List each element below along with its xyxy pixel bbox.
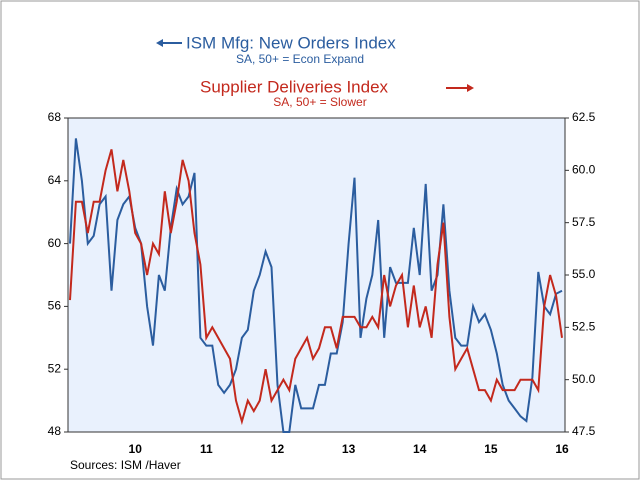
x-tick-label: 15 xyxy=(484,442,498,456)
series-line xyxy=(69,138,563,433)
plot-area xyxy=(67,117,566,433)
y2-tick-label: 55.0 xyxy=(572,267,596,281)
x-tick-label: 13 xyxy=(342,442,356,456)
x-tick-label: 14 xyxy=(413,442,427,456)
y-tick-label: 48 xyxy=(48,424,62,438)
y-tick-label: 64 xyxy=(48,173,62,187)
right-arrow-head xyxy=(467,84,474,92)
y2-tick-label: 47.5 xyxy=(572,424,596,438)
x-tick-label: 12 xyxy=(271,442,285,456)
left-arrow-head xyxy=(156,39,163,47)
y-tick-label: 68 xyxy=(48,110,62,124)
x-tick-label: 10 xyxy=(129,442,143,456)
y2-tick-label: 60.0 xyxy=(572,163,596,177)
chart-title-2: Supplier Deliveries Index xyxy=(200,77,389,96)
chart-subtitle: SA, 50+ = Econ Expand xyxy=(236,52,364,66)
y2-tick-label: 62.5 xyxy=(572,110,596,124)
y2-tick-label: 52.5 xyxy=(572,320,596,334)
x-tick-label: 11 xyxy=(200,442,213,456)
y-tick-label: 60 xyxy=(48,236,62,250)
y2-tick-label: 57.5 xyxy=(572,215,596,229)
source: Sources: ISM /Haver xyxy=(70,458,181,472)
x-tick-label: 16 xyxy=(555,442,569,456)
chart-subtitle-2: SA, 50+ = Slower xyxy=(273,95,366,109)
y-tick-label: 52 xyxy=(48,361,62,375)
series-line xyxy=(69,149,563,426)
y-tick-label: 56 xyxy=(48,299,62,313)
chart-title: ISM Mfg: New Orders Index xyxy=(186,33,396,52)
y2-tick-label: 50.0 xyxy=(572,372,596,386)
